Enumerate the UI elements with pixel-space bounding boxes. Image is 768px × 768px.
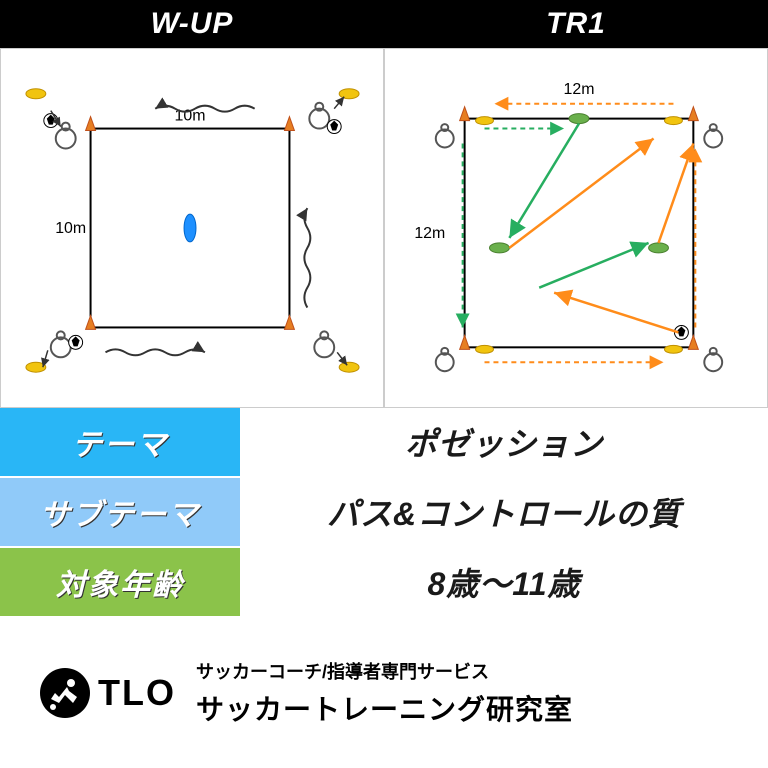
header-wup: W-UP <box>0 0 384 48</box>
green-cone-icon <box>649 243 669 253</box>
pass-arrow <box>509 139 653 248</box>
green-cone-icon <box>569 114 589 124</box>
player-icon <box>436 124 454 147</box>
wup-diagram: 10m 10m <box>0 48 384 408</box>
header-tr1: TR1 <box>384 0 768 48</box>
run-arrow <box>334 97 344 109</box>
label-theme: テーマ <box>0 408 240 476</box>
value-age: 8歳〜11歳 <box>240 548 768 616</box>
info-rows: テーマ ポゼッション サブテーマ パス&コントロールの質 対象年齢 8歳〜11歳 <box>0 408 768 618</box>
cone-icon <box>284 117 294 131</box>
header-row: W-UP TR1 <box>0 0 768 48</box>
player-icon <box>309 103 341 134</box>
footer: TLO サッカーコーチ/指導者専門サービス サッカートレーニング研究室 <box>0 618 768 768</box>
player-icon <box>704 124 722 147</box>
cone-icon <box>284 316 294 330</box>
center-marker-icon <box>184 214 196 242</box>
footer-sub: サッカーコーチ/指導者専門サービス <box>196 658 573 684</box>
logo-text: TLO <box>98 672 176 714</box>
tr1-grid <box>465 119 694 348</box>
player-icon <box>314 331 334 357</box>
marker-icon <box>26 89 46 99</box>
soccer-player-icon <box>40 668 90 718</box>
pass-arrow-green <box>539 243 648 288</box>
run-arrow <box>43 350 48 367</box>
diagrams-row: 10m 10m <box>0 48 768 408</box>
footer-text: サッカーコーチ/指導者専門サービス サッカートレーニング研究室 <box>196 658 573 728</box>
pass-arrow <box>659 143 694 242</box>
row-theme: テーマ ポゼッション <box>0 408 768 478</box>
row-age: 対象年齢 8歳〜11歳 <box>0 548 768 618</box>
value-subtheme: パス&コントロールの質 <box>240 478 768 546</box>
green-cone-icon <box>489 243 509 253</box>
player-icon <box>704 348 722 371</box>
label-subtheme: サブテーマ <box>0 478 240 546</box>
row-subtheme: サブテーマ パス&コントロールの質 <box>0 478 768 548</box>
tr1-label-top: 12m <box>564 81 595 98</box>
logo: TLO <box>40 668 176 718</box>
cone-icon <box>86 316 96 330</box>
cone-icon <box>460 335 494 353</box>
cone-icon <box>86 117 96 131</box>
label-age: 対象年齢 <box>0 548 240 616</box>
tr1-label-left: 12m <box>414 225 445 242</box>
player-icon <box>44 114 76 149</box>
player-icon <box>436 348 454 371</box>
pass-arrow <box>554 293 678 333</box>
marker-icon <box>339 362 359 372</box>
player-icon <box>51 331 83 357</box>
wup-label-left: 10m <box>55 220 86 237</box>
dribble-arrow <box>304 208 310 307</box>
tr1-diagram: 12m 12m <box>384 48 768 408</box>
marker-icon <box>339 89 359 99</box>
footer-main: サッカートレーニング研究室 <box>196 688 573 728</box>
value-theme: ポゼッション <box>240 408 768 476</box>
dribble-arrow <box>105 349 204 355</box>
root: W-UP TR1 10m 10m <box>0 0 768 768</box>
